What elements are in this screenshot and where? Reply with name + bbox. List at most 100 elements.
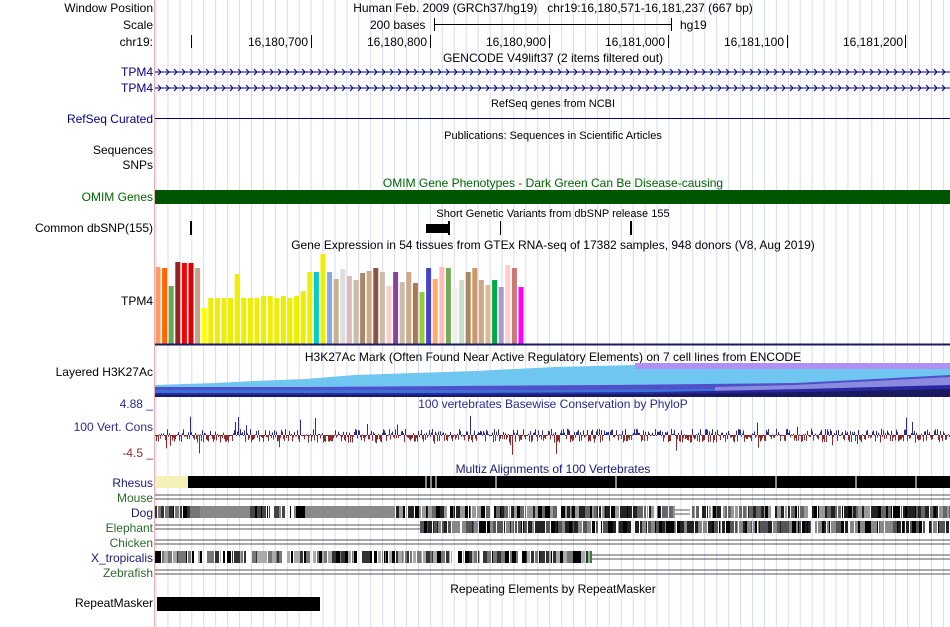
- omim-gene-bar[interactable]: [155, 190, 950, 204]
- species-label-zebrafish[interactable]: Zebrafish: [102, 566, 153, 580]
- conservation-value: [465, 435, 466, 436]
- chevron: [925, 84, 930, 92]
- conservation-value: [827, 429, 828, 435]
- alignment-block: [550, 506, 553, 518]
- conservation-value: [257, 435, 258, 438]
- conservation-value: [518, 435, 519, 436]
- alignment-block: [574, 521, 578, 533]
- conservation-value: [927, 429, 928, 435]
- conservation-value: [864, 435, 865, 440]
- gencode-item-label[interactable]: TPM4: [120, 81, 153, 95]
- alignment-block: [791, 506, 795, 518]
- conservation-value: [758, 435, 759, 448]
- h3k27ac-layered-signal[interactable]: [155, 363, 950, 397]
- alignment-block: [781, 521, 785, 533]
- dbsnp-track-label[interactable]: Common dbSNP(155): [34, 221, 153, 235]
- alignment-block: [570, 506, 571, 518]
- alignment-block: [294, 551, 296, 563]
- species-label-x-tropicalis[interactable]: X_tropicalis: [90, 551, 153, 565]
- refseq-track-label[interactable]: RefSeq Curated: [66, 112, 153, 126]
- alignment-block: [583, 506, 585, 518]
- species-label-elephant[interactable]: Elephant: [105, 521, 153, 535]
- conservation-value: [507, 435, 508, 438]
- conservation-value: [486, 429, 487, 435]
- species-label-chicken[interactable]: Chicken: [109, 536, 153, 550]
- conservation-value: [169, 433, 170, 435]
- alignment-block: [735, 506, 738, 518]
- alignment-block: [551, 521, 555, 533]
- conservation-value: [750, 435, 751, 439]
- chevron: [373, 68, 378, 76]
- alignment-block: [594, 506, 595, 518]
- species-label-mouse[interactable]: Mouse: [116, 491, 153, 505]
- conservation-value: [526, 435, 527, 437]
- conservation-track-label[interactable]: 100 Vert. Cons: [73, 420, 153, 434]
- chevron: [453, 68, 458, 76]
- alignment-block: [486, 506, 490, 518]
- conservation-value: [652, 432, 653, 435]
- chevron: [285, 84, 290, 92]
- conservation-value: [543, 435, 544, 441]
- conservation-value: [299, 435, 300, 442]
- alignment-block: [746, 506, 747, 518]
- conservation-value: [446, 435, 447, 440]
- species-label-dog[interactable]: Dog: [130, 506, 153, 520]
- repeatmasker-track-label[interactable]: RepeatMasker: [74, 596, 153, 610]
- conservation-value: [800, 435, 801, 436]
- gtex-expression-chart[interactable]: [155, 251, 950, 348]
- gencode-item-label[interactable]: TPM4: [120, 65, 153, 79]
- alignment-block: [620, 506, 624, 518]
- multiz-alignment-rows[interactable]: [155, 475, 950, 580]
- snp-marker[interactable]: [190, 221, 192, 235]
- snp-marker[interactable]: [448, 221, 450, 235]
- conservation-value: [826, 435, 827, 443]
- conservation-value: [524, 435, 525, 437]
- conservation-value: [906, 417, 907, 435]
- conservation-value: [645, 431, 646, 435]
- conservation-value: [564, 432, 565, 435]
- conservation-value: [275, 435, 276, 438]
- conservation-value: [668, 435, 669, 443]
- snp-marker[interactable]: [426, 224, 448, 233]
- omim-track-label[interactable]: OMIM Genes: [81, 190, 153, 204]
- alignment-block: [165, 506, 169, 518]
- publications-sequences-label[interactable]: Sequences: [92, 143, 153, 157]
- alignment-block: [553, 551, 556, 563]
- alignment-block: [322, 551, 324, 563]
- species-label-rhesus[interactable]: Rhesus: [112, 476, 153, 490]
- alignment-block: [384, 551, 385, 563]
- alignment-block: [512, 506, 514, 518]
- alignment-block: [796, 521, 798, 533]
- gencode-transcript-1[interactable]: [155, 67, 950, 77]
- refseq-gene-line[interactable]: [155, 118, 950, 119]
- conservation-value: [620, 434, 621, 436]
- snp-marker[interactable]: [500, 221, 501, 235]
- publications-snps-label[interactable]: SNPs: [122, 158, 153, 172]
- conservation-value: [756, 435, 757, 437]
- conservation-value: [366, 435, 367, 436]
- alignment-block: [781, 506, 784, 518]
- repeat-element[interactable]: [157, 597, 320, 611]
- h3k27ac-track-label[interactable]: Layered H3K27Ac: [55, 365, 153, 379]
- alignment-block: [472, 506, 476, 518]
- phylop-conservation-wiggle[interactable]: [155, 410, 950, 460]
- chevron: [925, 68, 930, 76]
- conservation-value: [644, 435, 645, 442]
- conservation-value: [905, 429, 906, 435]
- conservation-value: [385, 432, 386, 435]
- conservation-value: [697, 435, 698, 442]
- conservation-value: [920, 435, 921, 440]
- gtex-tissue-bar: [379, 272, 385, 344]
- gencode-transcript-2[interactable]: [155, 83, 950, 93]
- alignment-block: [252, 551, 256, 563]
- conservation-value: [323, 435, 324, 443]
- chevron: [757, 68, 762, 76]
- gtex-track-label[interactable]: TPM4: [120, 294, 153, 308]
- conservation-value: [711, 433, 712, 435]
- conservation-value: [409, 435, 410, 440]
- alignment-block: [739, 521, 743, 533]
- alignment-block: [399, 506, 403, 518]
- snp-marker[interactable]: [630, 221, 632, 235]
- conservation-value: [292, 435, 293, 442]
- alignment-block: [642, 521, 646, 533]
